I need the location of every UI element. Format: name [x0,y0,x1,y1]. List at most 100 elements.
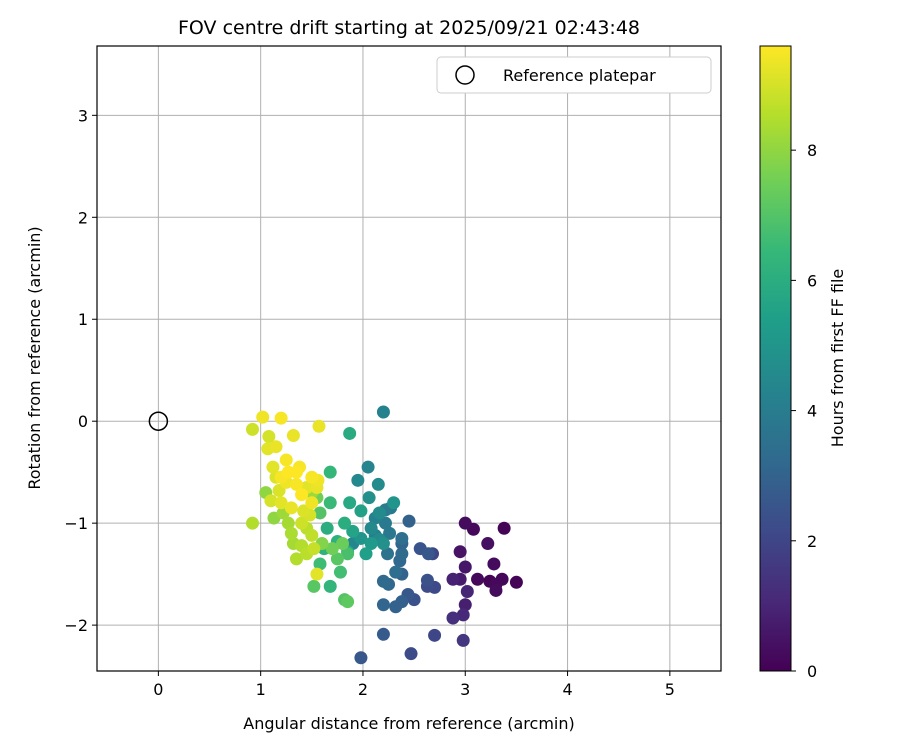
legend-marker [455,65,475,85]
scatter-point [307,542,321,556]
x-tick-label: 2 [358,680,368,699]
scatter-point [245,422,259,436]
scatter-point [372,506,386,520]
y-tick-label: 1 [78,310,88,329]
scatter-point [376,537,390,551]
scatter-point [310,567,324,581]
colorbar-tick-label: 6 [807,271,817,290]
scatter-point [453,545,467,559]
scatter-point [458,598,472,612]
scatter-point [354,651,368,665]
scatter-point [289,552,303,566]
x-tick-label: 4 [562,680,572,699]
chart-title: FOV centre drift starting at 2025/09/21 … [178,17,640,39]
scatter-point [364,521,378,535]
scatter-point [376,627,390,641]
legend-box [436,56,712,94]
x-tick-label: 5 [665,680,675,699]
scatter-point [281,516,295,530]
scatter-point [389,600,403,614]
scatter-point [295,516,309,530]
x-ticks: 0 1 2 3 4 5 [153,671,675,699]
scatter-point [354,504,368,518]
y-tick-label: 3 [78,106,88,125]
scatter-point [313,557,327,571]
scatter-point [489,583,503,597]
colorbar-tick-label: 4 [807,402,817,421]
scatter-point [305,470,319,484]
scatter-point [389,565,403,579]
scatter-point [395,531,409,545]
scatter-point [264,494,278,508]
scatter-point [376,574,390,588]
y-axis-label: Rotation from reference (arcmin) [25,226,44,489]
scatter-point [256,410,270,424]
scatter-point [289,477,303,491]
grid [97,46,721,671]
scatter-point [325,542,339,556]
scatter-point [284,526,298,540]
x-tick-label: 0 [153,680,163,699]
scatter-point [387,496,401,510]
scatter-point [333,565,347,579]
scatter-point [323,579,337,593]
scatter-point [421,547,435,561]
scatter-point [274,496,288,510]
scatter-point [323,496,337,510]
scatter-point [364,537,378,551]
scatter-point [307,579,321,593]
scatter-point [312,419,326,433]
colorbar-label: Hours from first FF file [828,269,847,448]
scatter-point [323,465,337,479]
scatter-point [404,647,418,661]
scatter-point [297,504,311,518]
colorbar-tick-label: 0 [807,662,817,681]
scatter-point [343,426,357,440]
scatter-point [471,572,485,586]
scatter-point [460,584,474,598]
colorbar [759,45,792,672]
scatter-point [383,526,397,540]
scatter-point [359,547,373,561]
points-layer [245,405,523,665]
scatter-point [274,411,288,425]
x-axis-label: Angular distance from reference (arcmin) [243,714,574,733]
scatter-point [320,521,334,535]
scatter-point [336,537,350,551]
y-ticks: −2 −1 0 1 2 3 [64,106,97,635]
scatter-point [381,547,395,561]
scatter-point [305,496,319,510]
scatter-point [376,405,390,419]
scatter-point [458,560,472,574]
scatter-point [295,488,309,502]
scatter-point [458,516,472,530]
scatter-point [376,598,390,612]
scatter-point [446,611,460,625]
scatter-point [245,516,259,530]
y-tick-label: 2 [78,208,88,227]
scatter-point [402,514,416,528]
colorbar-tick-label: 8 [807,141,817,160]
reference-point [148,411,169,431]
scatter-point [269,440,283,454]
scatter-point [362,491,376,505]
scatter-point [456,633,470,647]
scatter-point [395,547,409,561]
legend: Reference platepar [436,56,712,94]
scatter-point [330,552,344,566]
colorbar-ticks: 0 2 4 6 8 [791,141,817,681]
scatter-point [281,465,295,479]
y-tick-label: −1 [64,514,88,533]
scatter-point [266,460,280,474]
scatter-point [446,572,460,586]
scatter-point [305,528,319,542]
scatter-point [509,575,523,589]
scatter-point [481,537,495,551]
scatter-point [313,506,327,520]
y-tick-label: −2 [64,616,88,635]
y-tick-label: 0 [78,412,88,431]
scatter-point [286,428,300,442]
scatter-point [371,477,385,491]
scatter-point [361,460,375,474]
scatter-point [341,595,355,609]
